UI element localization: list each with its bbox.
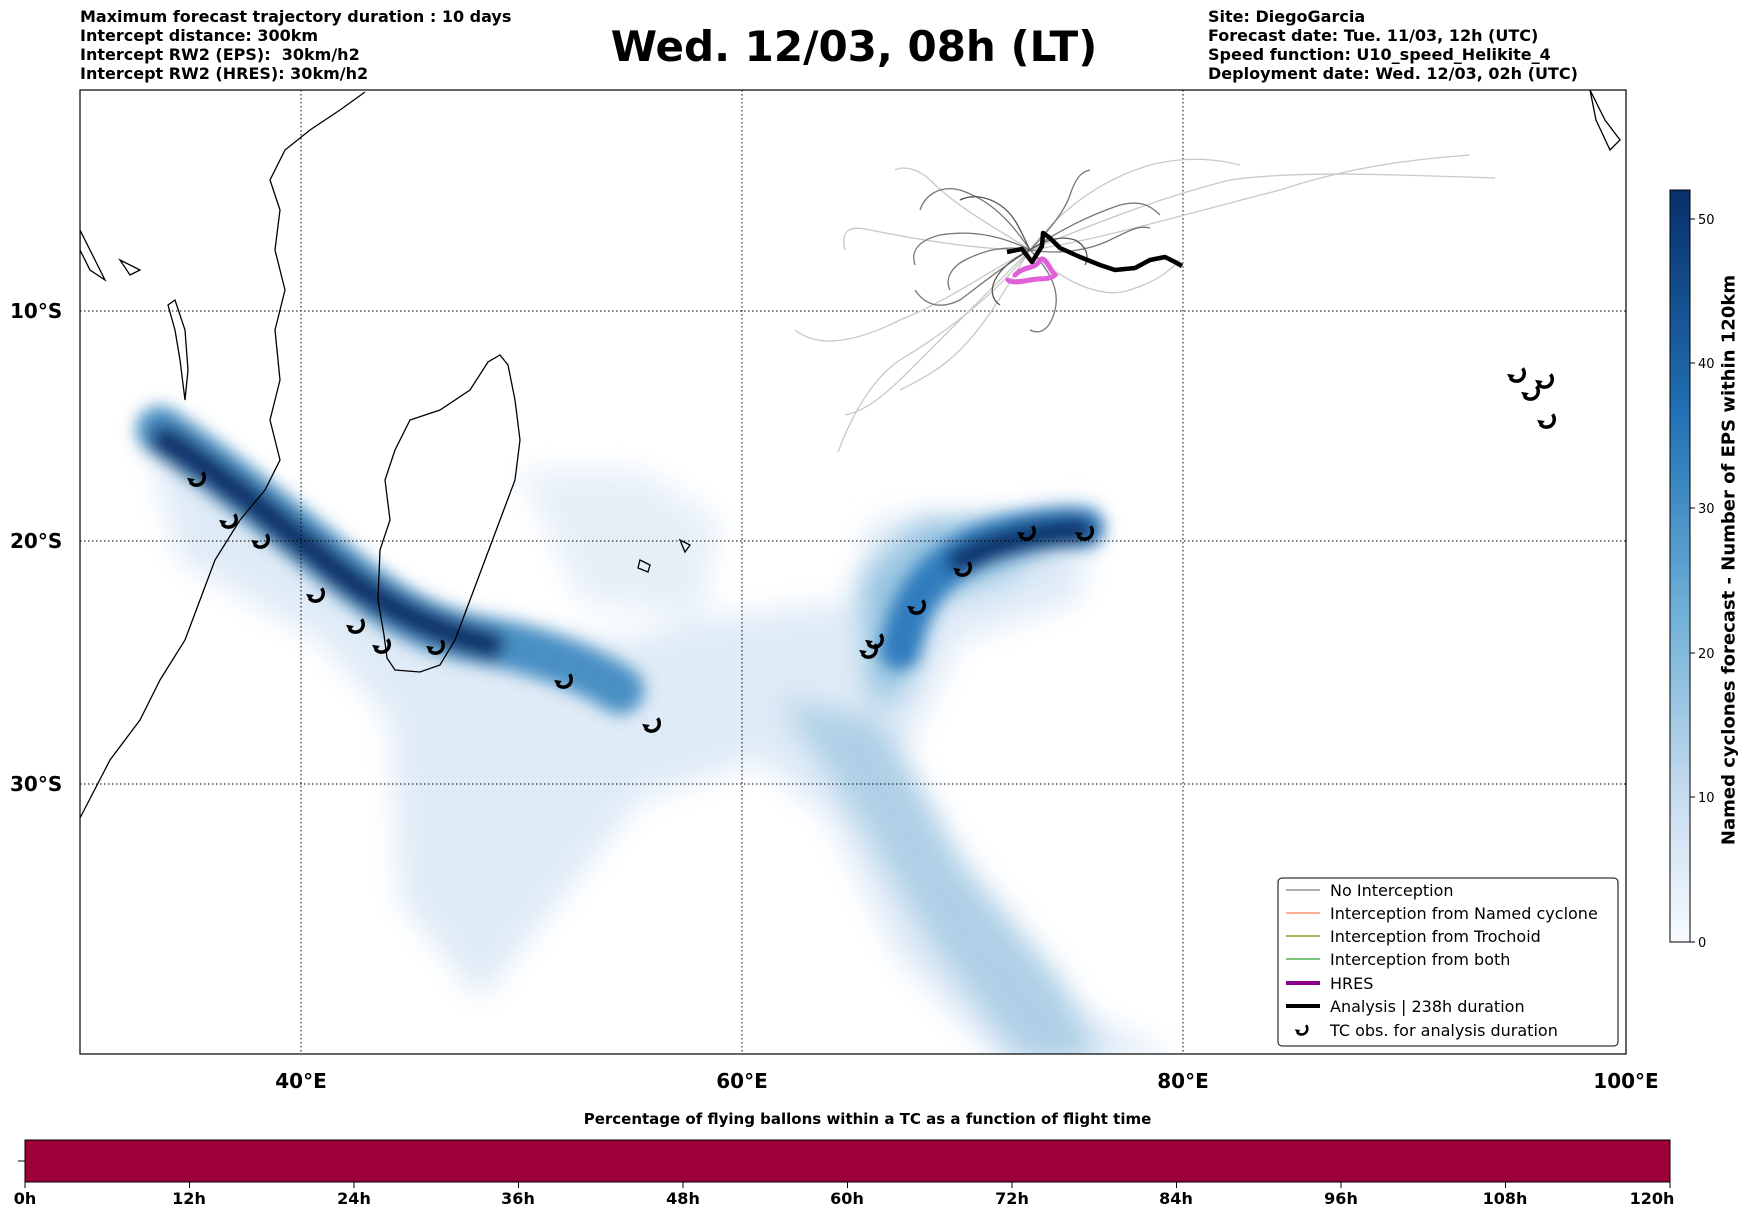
bottom-tick-48h: 48h [666, 1189, 700, 1208]
colorbar-tick-0: 0 [1698, 936, 1706, 951]
map-frame [79, 89, 1627, 1055]
lat-label-10s: 10°S [10, 299, 62, 323]
legend-label-no-interception: No Interception [1330, 881, 1454, 900]
bottom-tick-24h: 24h [337, 1189, 371, 1208]
bottom-bar-fill [24, 1139, 1671, 1183]
header-right-line-4: Deployment date: Wed. 12/03, 02h (UTC) [1208, 64, 1578, 83]
bottom-tick-72h: 72h [995, 1189, 1029, 1208]
bottom-tick-0h: 0h [13, 1189, 37, 1208]
header-right-line-3: Speed function: U10_speed_Helikite_4 [1208, 45, 1551, 64]
bottom-tick-96h: 96h [1324, 1189, 1358, 1208]
hres-track [1005, 256, 1059, 285]
colorbar-tick-50: 50 [1698, 213, 1715, 228]
lon-label-80: 80°E [1157, 1069, 1209, 1093]
trajectories [794, 154, 1496, 453]
bottom-tick-108h: 108h [1482, 1189, 1528, 1208]
bottom-tick-36h: 36h [501, 1189, 535, 1208]
bottom-tick-84h: 84h [1159, 1189, 1193, 1208]
header-right-line-2: Forecast date: Tue. 11/03, 12h (UTC) [1208, 26, 1539, 45]
colorbar-tick-40: 40 [1698, 357, 1715, 372]
density-field [136, 406, 1168, 1054]
lon-label-60: 60°E [716, 1069, 768, 1093]
bottom-tick-12h: 12h [172, 1189, 206, 1208]
coastlines [80, 90, 1621, 819]
page-title: Wed. 12/03, 08h (LT) [610, 22, 1098, 71]
colorbar: 0 10 20 30 40 50 [1669, 189, 1715, 951]
bottom-tick-60h: 60h [830, 1189, 864, 1208]
lat-label-30s: 30°S [10, 772, 62, 796]
header-left-line-3: Intercept RW2 (EPS): 30km/h2 [80, 45, 360, 64]
legend-label-both: Interception from both [1330, 950, 1510, 969]
lon-label-100: 100°E [1593, 1069, 1658, 1093]
bottom-bar-title: Percentage of flying ballons within a TC… [583, 1110, 1152, 1128]
legend-label-tc-obs: TC obs. for analysis duration [1329, 1021, 1558, 1040]
legend-label-hres: HRES [1330, 974, 1373, 993]
legend-label-named-cyclone: Interception from Named cyclone [1330, 904, 1598, 923]
analysis-track [1006, 230, 1184, 273]
header-left-line-2: Intercept distance: 300km [80, 26, 319, 45]
bottom-bar [18, 1139, 1671, 1188]
colorbar-tick-20: 20 [1698, 647, 1715, 662]
legend-label-analysis: Analysis | 238h duration [1330, 997, 1525, 1016]
bottom-tick-120h: 120h [1629, 1189, 1675, 1208]
header-right-line-1: Site: DiegoGarcia [1208, 7, 1366, 26]
lon-label-40: 40°E [275, 1069, 327, 1093]
colorbar-tick-10: 10 [1698, 791, 1715, 806]
header-left-line-4: Intercept RW2 (HRES): 30km/h2 [80, 64, 369, 83]
gridlines [80, 90, 1626, 1054]
lat-label-20s: 20°S [10, 529, 62, 553]
legend: No Interception Interception from Named … [1277, 877, 1619, 1047]
header-left-line-1: Maximum forecast trajectory duration : 1… [80, 7, 512, 26]
colorbar-tick-30: 30 [1698, 502, 1715, 517]
legend-label-trochoid: Interception from Trochoid [1330, 927, 1541, 946]
